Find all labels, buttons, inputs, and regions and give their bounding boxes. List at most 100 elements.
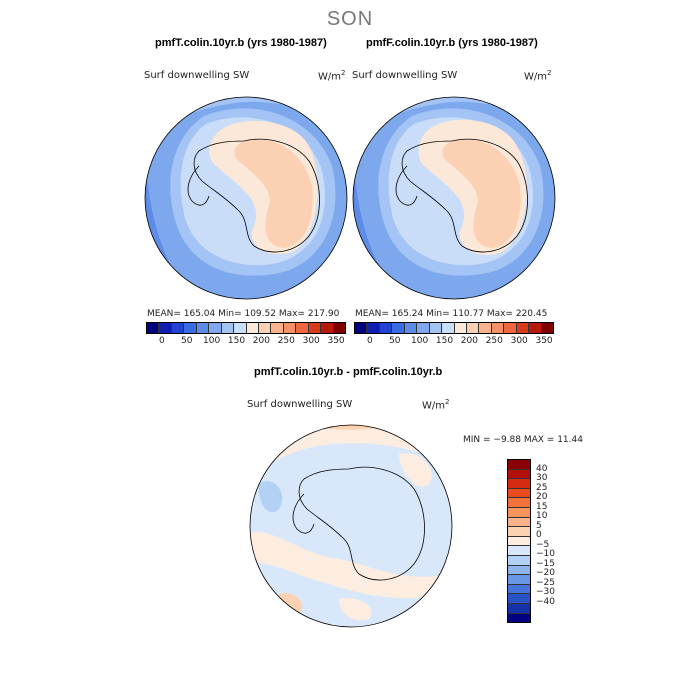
diff-panel-title: pmfT.colin.10yr.b - pmfF.colin.10yr.b xyxy=(254,366,443,378)
colorbar-tick-label: 15 xyxy=(536,501,548,512)
colorbar-tick-label: 20 xyxy=(536,492,548,503)
colorbar-swatch xyxy=(508,603,530,614)
colorbar-tick-label: 0 xyxy=(158,336,165,346)
colorbar-swatch xyxy=(491,323,505,333)
colorbar-swatch xyxy=(508,594,530,604)
colorbar-tick-label: 200 xyxy=(252,336,270,346)
colorbar-swatch xyxy=(508,555,530,566)
left-colorbar-labels: 0 50 100 150 200 250 300 350 xyxy=(146,336,345,348)
colorbar-tick-label: 150 xyxy=(227,336,246,346)
diff-colorbar xyxy=(507,459,531,623)
colorbar-swatch xyxy=(454,323,467,333)
colorbar-swatch xyxy=(209,323,222,333)
right-panel-subtitle: Surf downwelling SW xyxy=(352,70,458,81)
colorbar-swatch xyxy=(508,575,530,585)
colorbar-swatch xyxy=(508,460,530,470)
colorbar-swatch xyxy=(159,323,172,333)
colorbar-swatch xyxy=(442,323,455,333)
colorbar-swatch xyxy=(333,323,345,333)
right-panel-units: W/m2 xyxy=(524,69,552,83)
right-colorbar xyxy=(354,322,554,334)
colorbar-swatch xyxy=(379,323,393,333)
colorbar-swatch xyxy=(258,323,272,333)
colorbar-swatch xyxy=(321,323,334,333)
left-panel-subtitle: Surf downwelling SW xyxy=(144,70,250,81)
colorbar-tick-label: 30 xyxy=(536,473,548,484)
diff-panel-units: W/m2 xyxy=(422,398,450,412)
colorbar-swatch xyxy=(308,323,322,333)
right-colorbar-labels: 0 50 100 150 200 250 300 350 xyxy=(354,336,553,348)
colorbar-swatch xyxy=(508,507,530,518)
colorbar-tick-label: 100 xyxy=(203,336,221,346)
colorbar-swatch xyxy=(283,323,297,333)
colorbar-swatch xyxy=(508,565,530,576)
colorbar-tick-label: 0 xyxy=(536,530,542,541)
colorbar-tick-label: 5 xyxy=(536,520,542,531)
colorbar-tick-label: 50 xyxy=(180,336,193,346)
colorbar-tick-label: 10 xyxy=(536,511,548,522)
colorbar-swatch xyxy=(508,584,530,595)
colorbar-tick-label: −5 xyxy=(536,539,550,550)
colorbar-swatch xyxy=(508,613,530,623)
colorbar-tick-label: 250 xyxy=(485,336,503,346)
colorbar-swatch xyxy=(504,323,517,333)
right-polar-map xyxy=(352,96,556,300)
colorbar-tick-label: 300 xyxy=(510,336,528,346)
colorbar-swatch xyxy=(184,323,197,333)
colorbar-tick-label: 100 xyxy=(411,336,429,346)
left-colorbar xyxy=(146,322,346,334)
colorbar-tick-label: −10 xyxy=(536,549,555,560)
colorbar-swatch xyxy=(367,323,380,333)
colorbar-tick-label: 25 xyxy=(536,482,548,493)
colorbar-swatch xyxy=(234,323,247,333)
colorbar-tick-label: −25 xyxy=(536,577,555,588)
colorbar-swatch xyxy=(516,323,530,333)
colorbar-tick-label: 150 xyxy=(435,336,454,346)
colorbar-tick-label: 0 xyxy=(366,336,373,346)
colorbar-swatch xyxy=(147,323,160,333)
season-title: SON xyxy=(326,8,374,30)
colorbar-swatch xyxy=(429,323,443,333)
colorbar-swatch xyxy=(508,546,530,556)
colorbar-swatch xyxy=(508,469,530,480)
left-panel-units: W/m2 xyxy=(318,69,346,83)
colorbar-tick-label: 350 xyxy=(535,336,553,346)
right-panel-stats: MEAN= 165.24 Min= 110.77 Max= 220.45 xyxy=(355,309,548,319)
colorbar-swatch xyxy=(479,323,492,333)
colorbar-swatch xyxy=(417,323,430,333)
colorbar-tick-label: −20 xyxy=(536,568,555,579)
colorbar-swatch xyxy=(355,323,368,333)
colorbar-swatch xyxy=(196,323,210,333)
colorbar-swatch xyxy=(404,323,418,333)
colorbar-swatch xyxy=(541,323,553,333)
colorbar-swatch xyxy=(508,488,530,499)
diff-panel-stats: MIN = −9.88 MAX = 11.44 xyxy=(463,435,583,445)
colorbar-swatch xyxy=(508,527,530,537)
colorbar-tick-label: 50 xyxy=(388,336,401,346)
colorbar-swatch xyxy=(508,498,530,508)
colorbar-tick-label: 300 xyxy=(302,336,320,346)
colorbar-tick-label: 200 xyxy=(460,336,478,346)
colorbar-tick-label: −30 xyxy=(536,587,555,598)
left-panel-title: pmfT.colin.10yr.b (yrs 1980-1987) xyxy=(155,37,327,49)
colorbar-swatch xyxy=(392,323,405,333)
colorbar-swatch xyxy=(271,323,284,333)
colorbar-tick-label: 350 xyxy=(327,336,345,346)
diff-panel-subtitle: Surf downwelling SW xyxy=(247,399,353,410)
colorbar-swatch xyxy=(508,479,530,489)
colorbar-swatch xyxy=(466,323,480,333)
diff-polar-map xyxy=(249,424,453,628)
colorbar-swatch xyxy=(171,323,185,333)
right-panel-title: pmfF.colin.10yr.b (yrs 1980-1987) xyxy=(366,37,538,49)
colorbar-swatch xyxy=(508,517,530,528)
left-panel-stats: MEAN= 165.04 Min= 109.52 Max= 217.90 xyxy=(147,309,340,319)
colorbar-swatch xyxy=(221,323,235,333)
diff-colorbar-labels: 40 30 25 20 15 10 5 0 −5 −10 −15 −20 −25 −30 −40 xyxy=(536,459,576,621)
colorbar-swatch xyxy=(529,323,542,333)
colorbar-tick-label: 250 xyxy=(277,336,295,346)
colorbar-tick-label: −15 xyxy=(536,558,555,569)
colorbar-swatch xyxy=(508,536,530,547)
colorbar-swatch xyxy=(296,323,309,333)
colorbar-tick-label: 40 xyxy=(536,463,548,474)
colorbar-tick-label: −40 xyxy=(536,596,555,607)
